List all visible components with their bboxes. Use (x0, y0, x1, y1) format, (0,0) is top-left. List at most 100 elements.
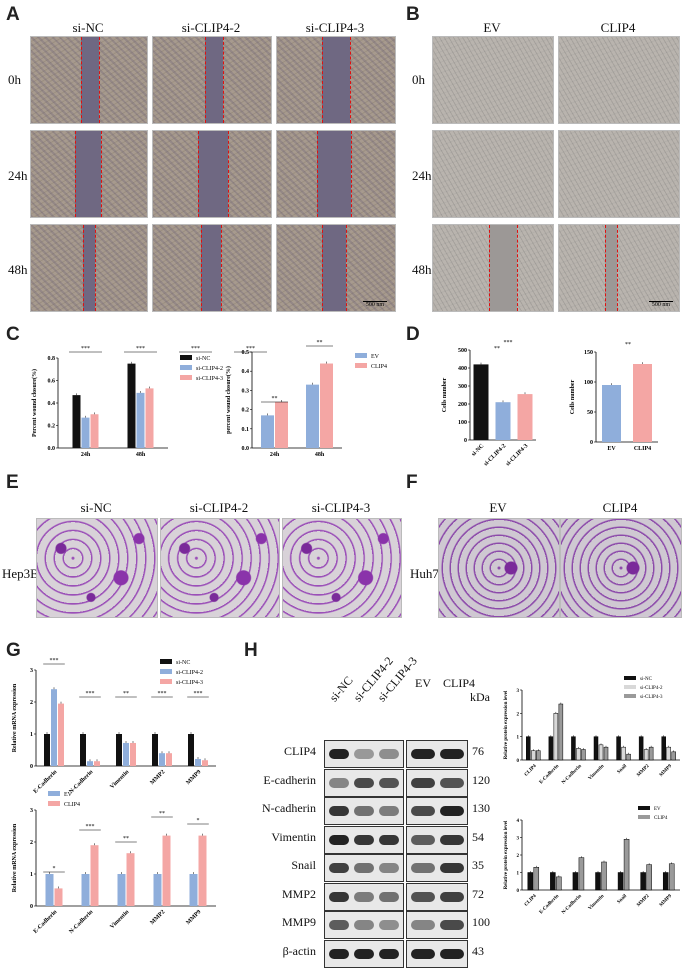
y-tick-label: 0.6 (48, 379, 56, 385)
blot-strip-overexpression (406, 768, 468, 797)
y-tick-label: 0.2 (242, 408, 250, 414)
y-tick-label: 0 (590, 440, 593, 446)
protein-band (440, 863, 464, 873)
x-tick-label: MMP9 (659, 894, 673, 908)
col-title: si-NC (80, 500, 112, 515)
legend-label: si-CLIP4-3 (176, 680, 203, 686)
protein-band (379, 777, 399, 788)
protein-band (411, 777, 435, 788)
bar (646, 864, 652, 891)
row-label: Huh7 (410, 566, 439, 581)
y-tick-label: 50 (587, 410, 593, 416)
legend-swatch (638, 806, 650, 810)
x-tick-label: 48h (136, 452, 146, 458)
bar (598, 744, 604, 761)
legend-label: si-CLIP4-2 (176, 670, 203, 676)
x-tick-label: E-Cadherin (539, 894, 561, 916)
y-tick-label: 300 (458, 384, 467, 390)
x-tick-label: E-Cadherin (33, 769, 59, 795)
panel-label-e: E (6, 472, 19, 493)
x-tick-label: MMP2 (149, 769, 166, 786)
protein-band (440, 777, 464, 788)
kda-value: 76 (472, 744, 484, 758)
legend-swatch (160, 659, 172, 664)
panel-label-a: A (6, 4, 20, 25)
protein-band (329, 920, 349, 930)
x-tick-label: CLIP4 (524, 764, 538, 778)
transwell-image (36, 518, 158, 618)
protein-band (329, 891, 349, 902)
x-tick-label: 48h (315, 452, 325, 458)
y-axis-label: Relative mRNA expression (12, 683, 18, 752)
bar (159, 753, 165, 766)
x-tick-label: Vimentin (588, 894, 606, 912)
blot-strip-overexpression (406, 882, 468, 911)
legend-swatch (160, 669, 172, 674)
y-tick-label: 0.4 (242, 369, 250, 375)
x-tick-label: si-NC (471, 443, 486, 458)
protein-label: MMP9 (281, 915, 316, 929)
protein-band (440, 891, 464, 902)
bar (188, 734, 194, 766)
legend-swatch (355, 363, 367, 368)
y-tick-label: 2 (517, 712, 520, 717)
panel-label-d: D (406, 324, 420, 345)
protein-band (440, 834, 464, 845)
row-label: 48h (8, 262, 28, 277)
micrograph (30, 224, 148, 312)
bar (626, 753, 631, 761)
legend-label: si-CLIP4-3 (640, 695, 663, 700)
x-tick-label: MMP9 (659, 764, 673, 778)
bar (90, 845, 99, 906)
protein-band (354, 948, 374, 959)
legend-label: si-CLIP4-2 (196, 366, 223, 372)
bar (195, 758, 201, 766)
protein-band (411, 863, 435, 873)
protein-band (411, 948, 435, 959)
bar (275, 401, 288, 448)
y-axis-label: percent wound closure(%) (225, 366, 232, 434)
legend-label: si-CLIP4-3 (196, 376, 223, 382)
sig-label: ** (123, 691, 129, 697)
bar (533, 867, 540, 891)
y-tick-label: 0 (517, 759, 520, 764)
kda-value: 130 (472, 801, 490, 815)
bar (633, 364, 652, 442)
x-tick-label: E-Cadherin (539, 764, 561, 786)
legend-swatch (48, 791, 60, 796)
micrograph (432, 36, 554, 124)
bar (72, 395, 81, 448)
bar (130, 742, 136, 766)
y-tick-label: 1 (517, 872, 520, 877)
x-tick-label: N-Cadherin (561, 894, 583, 916)
y-tick-label: 200 (458, 402, 467, 408)
x-tick-label: MMP2 (636, 764, 650, 778)
bar (527, 872, 534, 891)
x-tick-label: MMP9 (185, 769, 202, 786)
bar (617, 872, 624, 891)
lane-label: EV (415, 676, 431, 690)
legend-swatch (624, 694, 636, 698)
sig-label: * (197, 818, 200, 824)
micrograph (152, 130, 272, 218)
y-axis-label: Relative mRNA expression (12, 823, 18, 892)
x-tick-label: N-Cadherin (561, 764, 583, 786)
bar (153, 874, 162, 906)
bar (152, 734, 158, 766)
bar (661, 736, 666, 761)
lane-label: si-NC (326, 673, 356, 705)
legend-label: si-NC (640, 677, 653, 682)
x-tick-label: Vimentin (109, 769, 131, 791)
blot-strip-knockdown (324, 797, 404, 825)
y-tick-label: 0.8 (48, 356, 56, 362)
y-tick-label: 2 (30, 700, 33, 706)
protein-band (440, 749, 464, 759)
micrograph (30, 36, 148, 124)
sig-label: *** (194, 691, 203, 697)
bar (536, 750, 541, 761)
x-tick-label: Snail (617, 763, 629, 775)
bar (666, 746, 671, 761)
bar (517, 394, 533, 440)
bar (162, 835, 171, 906)
bar (306, 384, 319, 448)
